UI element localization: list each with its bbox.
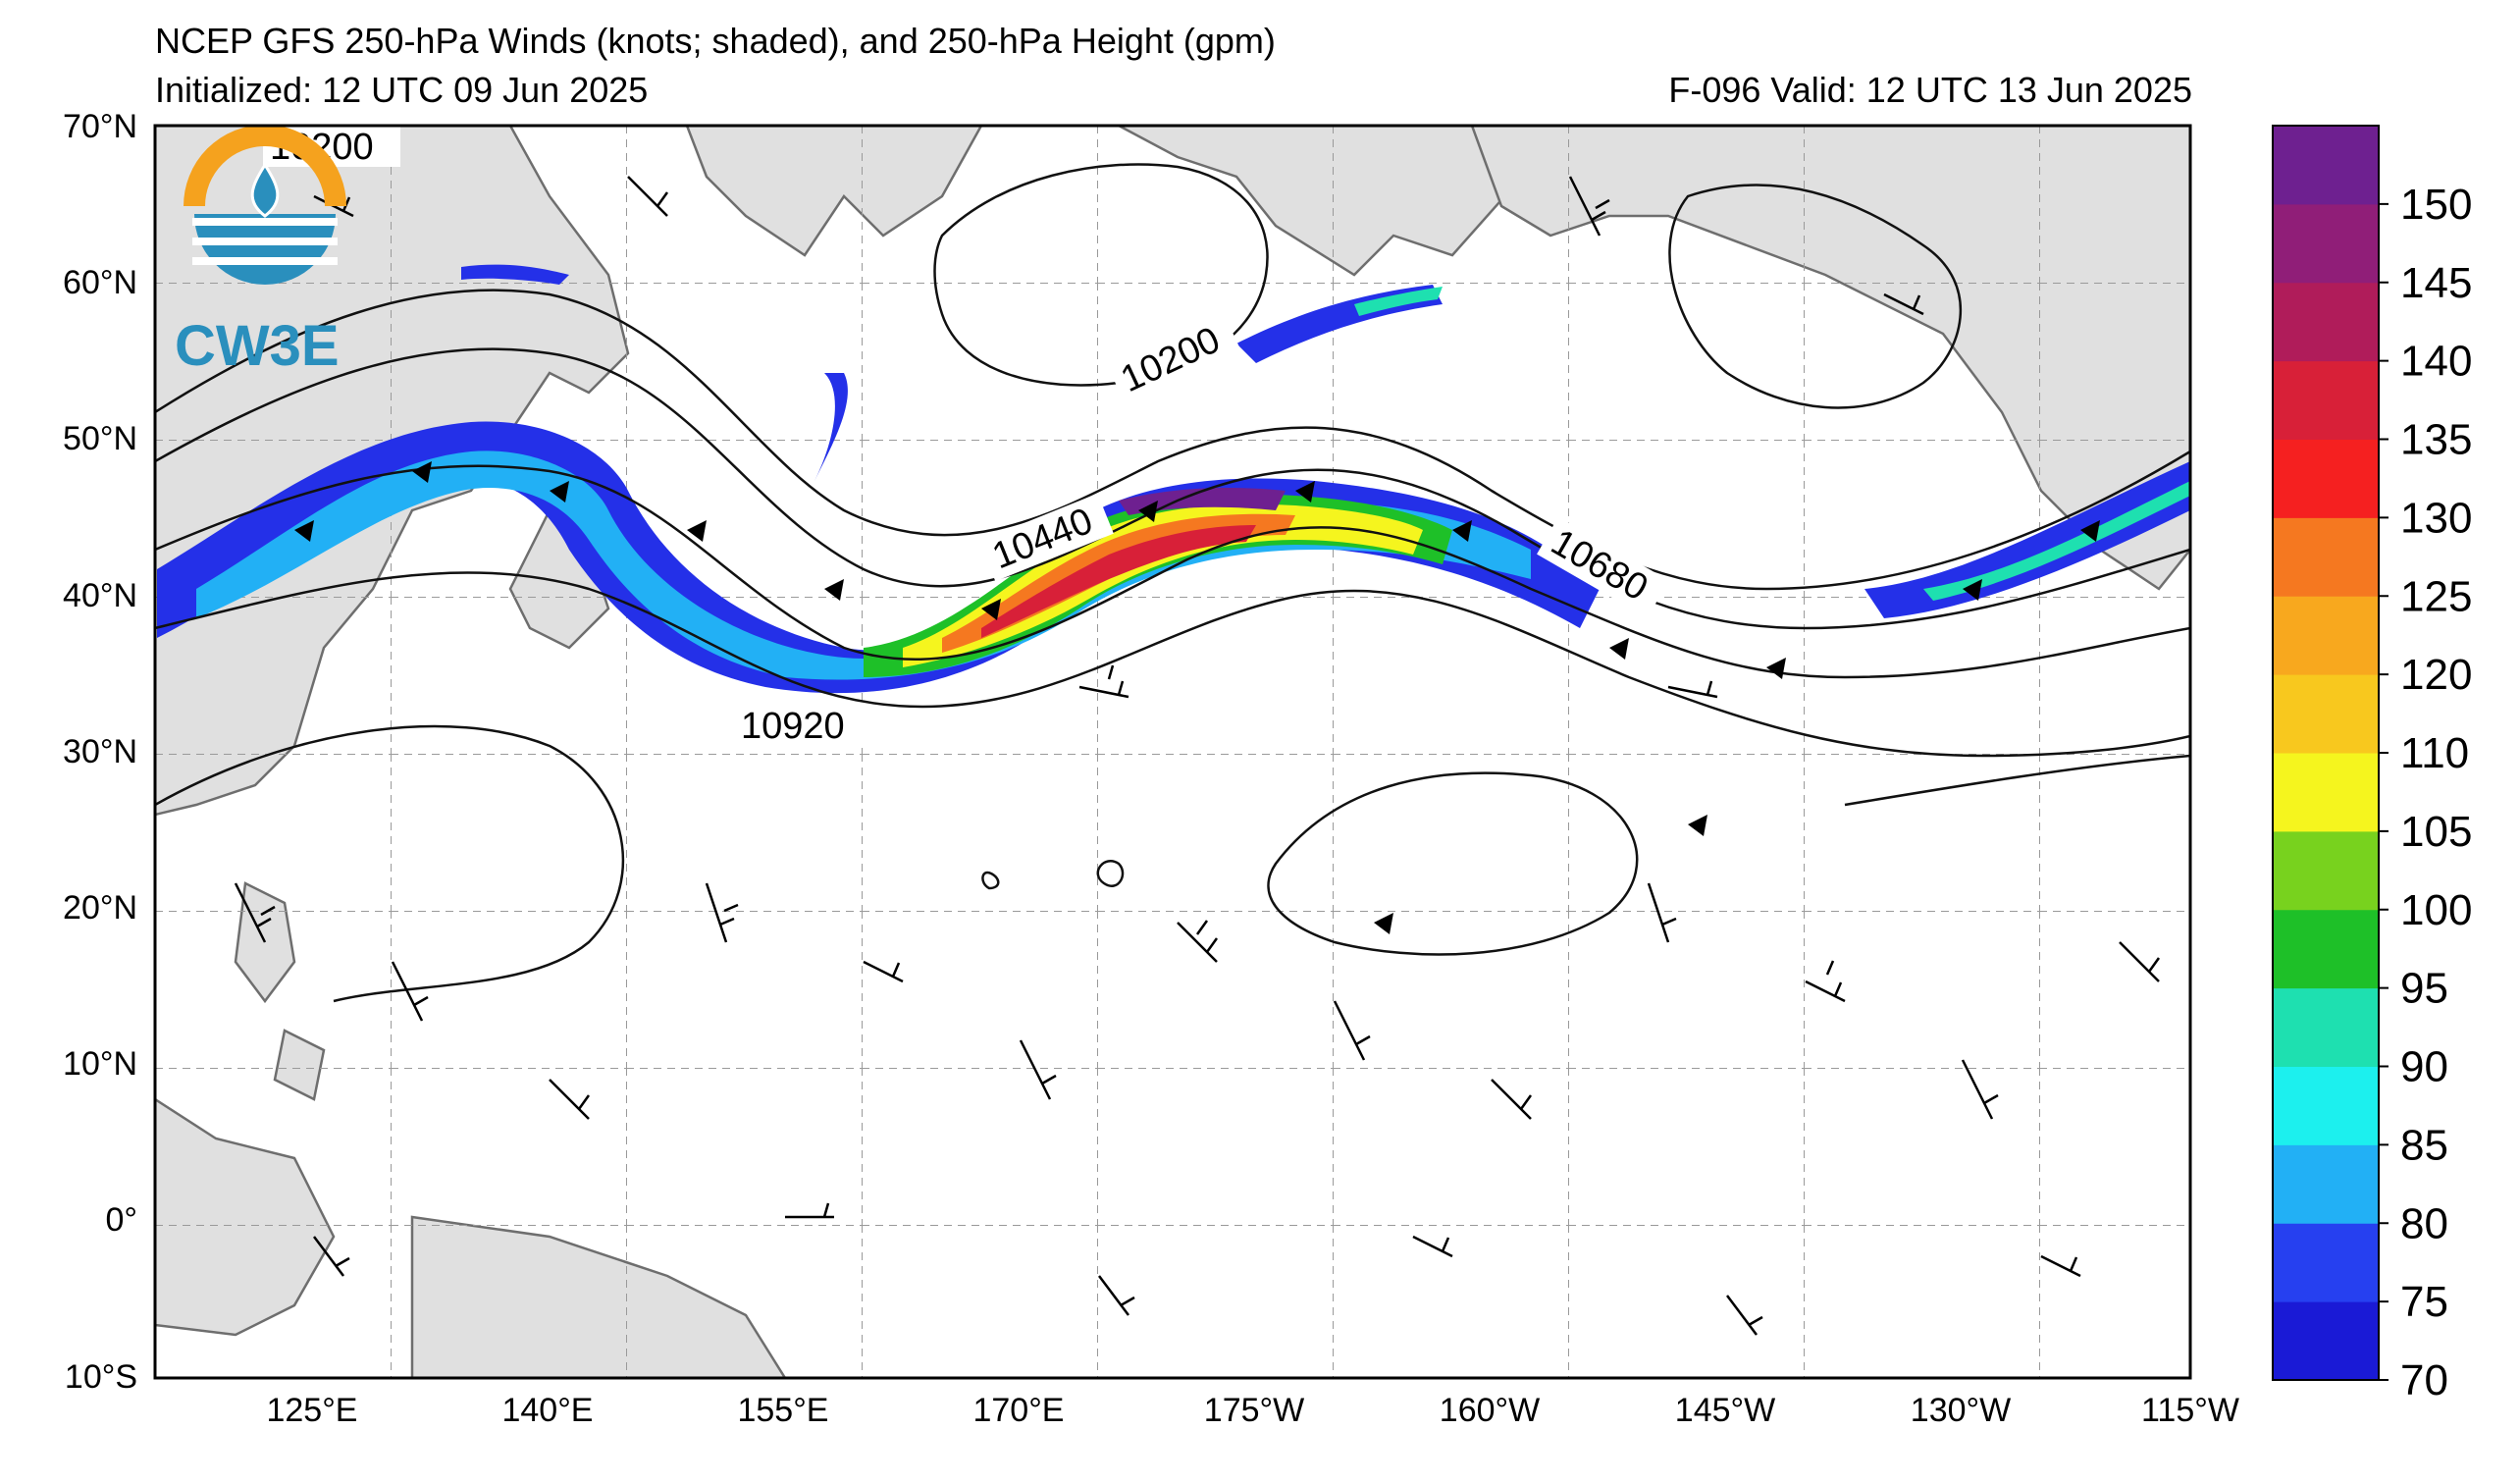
wind-barbs [234, 176, 2161, 1336]
colorbar-label: 95 [2400, 965, 2448, 1013]
colorbar-swatch [2273, 830, 2379, 911]
colorbar-swatch [2273, 126, 2379, 205]
colorbar: 70 75 80 85 90 95 100 105 110 120 125 130 135 140 145 1… [2272, 125, 2472, 1404]
colorbar-swatch [2273, 439, 2379, 518]
colorbar-swatch [2273, 517, 2379, 597]
colorbar-label: 120 [2400, 651, 2472, 699]
lat-label-10s: 10°S [65, 1358, 137, 1396]
longitude-labels: 125°E 140°E 155°E 170°E 175°W 160°W 145°… [266, 1392, 2238, 1429]
graticule [155, 126, 2190, 1378]
colorbar-swatch [2273, 1066, 2379, 1145]
cw3e-logo: CW3E [175, 126, 346, 378]
colorbar-swatch [2273, 203, 2379, 284]
map-title: NCEP GFS 250-hPa Winds (knots; shaded), … [155, 21, 1276, 61]
colorbar-label: 100 [2400, 886, 2472, 934]
lon-label-140e: 140°E [501, 1392, 593, 1429]
colorbar-label: 80 [2400, 1199, 2448, 1247]
colorbar-label: 125 [2400, 572, 2472, 620]
map-content: 10200 10200 10440 10680 10920 [155, 126, 2190, 1378]
colorbar-label: 140 [2400, 338, 2472, 386]
height-contours [155, 163, 2190, 1003]
colorbar-swatch [2273, 753, 2379, 832]
colorbar-swatch [2273, 1223, 2379, 1302]
colorbar-swatch [2273, 674, 2379, 754]
lat-label-30n: 30°N [63, 733, 137, 770]
lat-label-50n: 50°N [63, 420, 137, 457]
lon-label-155e: 155°E [737, 1392, 828, 1429]
lon-label-125e: 125°E [266, 1392, 357, 1429]
lat-label-60n: 60°N [63, 264, 137, 301]
wind-flags [294, 461, 2100, 934]
wind-shading [157, 264, 2190, 694]
lon-label-145w: 145°W [1675, 1392, 1775, 1429]
colorbar-swatch [2273, 1144, 2379, 1224]
lon-label-170e: 170°E [972, 1392, 1064, 1429]
colorbar-swatch [2273, 596, 2379, 675]
colorbar-swatch [2273, 360, 2379, 440]
lat-label-70n: 70°N [63, 108, 137, 145]
lat-label-0: 0° [105, 1201, 137, 1239]
colorbar-label: 110 [2400, 729, 2469, 777]
lat-label-20n: 20°N [63, 889, 137, 927]
map-frame [153, 124, 2192, 1380]
colorbar-label: 105 [2400, 808, 2472, 856]
colorbar-label: 90 [2400, 1043, 2448, 1091]
initialized-time: Initialized: 12 UTC 09 Jun 2025 [155, 70, 649, 110]
colorbar-swatch [2273, 909, 2379, 989]
colorbar-label: 145 [2400, 259, 2472, 307]
colorbar-label: 135 [2400, 416, 2472, 464]
colorbar-label: 85 [2400, 1121, 2448, 1169]
contour-label-10920: 10920 [741, 706, 845, 747]
lon-label-160w: 160°W [1440, 1392, 1540, 1429]
colorbar-label: 150 [2400, 181, 2472, 229]
colorbar-swatch [2273, 987, 2379, 1067]
lon-label-175w: 175°W [1204, 1392, 1304, 1429]
latitude-labels: 70°N 60°N 50°N 40°N 30°N 20°N 10°N 0° 10… [63, 108, 137, 1396]
colorbar-label: 70 [2400, 1356, 2448, 1404]
colorbar-swatch [2273, 282, 2379, 362]
lat-label-10n: 10°N [63, 1045, 137, 1083]
lat-label-40n: 40°N [63, 577, 137, 614]
colorbar-swatch [2273, 1301, 2379, 1381]
lon-label-130w: 130°W [1911, 1392, 2011, 1429]
lon-label-115w: 115°W [2141, 1392, 2239, 1429]
water-drop-icon [250, 162, 280, 218]
valid-time: F-096 Valid: 12 UTC 13 Jun 2025 [1668, 70, 2192, 110]
colorbar-label: 75 [2400, 1278, 2448, 1326]
logo-text: CW3E [175, 314, 340, 378]
colorbar-label: 130 [2400, 494, 2472, 542]
